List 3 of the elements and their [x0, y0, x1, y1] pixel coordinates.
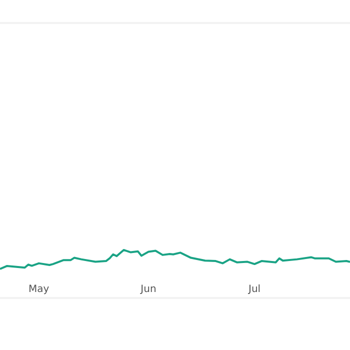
x-tick-label: May — [28, 284, 50, 296]
x-tick-label: Jun — [140, 284, 156, 296]
x-tick-label: Jul — [248, 284, 261, 296]
